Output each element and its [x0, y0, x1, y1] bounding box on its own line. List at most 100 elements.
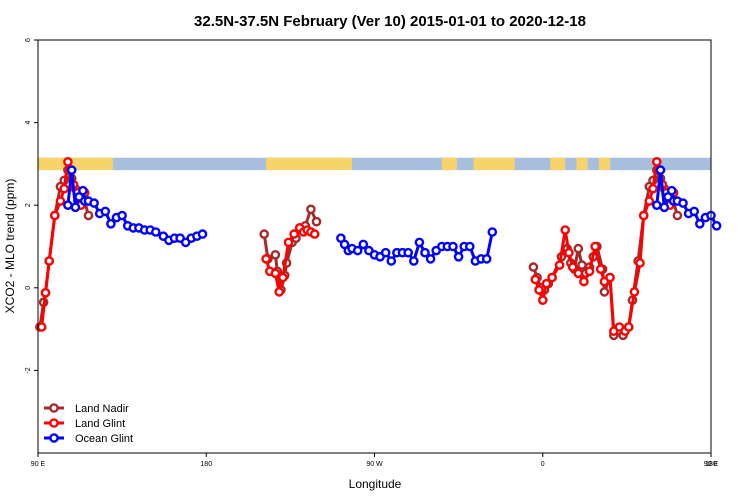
data-point [59, 183, 69, 194]
series-line-segment [264, 226, 316, 294]
land-band-segment-2 [441, 157, 457, 171]
y-tick-label: -2 [25, 367, 32, 373]
land-ocean-band [38, 157, 711, 171]
series-line-segment [531, 168, 679, 337]
y-tick-label: 4 [25, 121, 32, 125]
data-point [274, 287, 285, 297]
data-point [487, 227, 498, 237]
data-point [50, 210, 60, 221]
land-band-segment-5 [576, 157, 588, 171]
data-point [66, 165, 77, 175]
legend-label: Ocean Glint [75, 433, 133, 445]
data-point [590, 241, 600, 252]
data-point [584, 266, 595, 277]
series-ocean-glint [63, 165, 722, 266]
data-point [270, 268, 281, 279]
data-point [283, 237, 294, 248]
data-point [599, 287, 610, 297]
land-band-segment-6 [598, 157, 611, 171]
data-point [573, 268, 584, 279]
chart-title: 32.5N-37.5N February (Ver 10) 2015-01-01… [194, 13, 586, 30]
data-point [672, 210, 683, 221]
data-point [386, 256, 397, 266]
x-tick-label: 180 [705, 461, 717, 468]
data-point [420, 247, 430, 258]
x-tick-label: 90 W [366, 461, 383, 468]
data-point [560, 225, 571, 235]
data-point [635, 258, 645, 268]
ocean-band [38, 157, 711, 171]
data-point [530, 274, 541, 285]
data-point [534, 285, 544, 295]
data-point [695, 218, 705, 229]
data-point [655, 165, 666, 175]
x-tick-label: 0 [541, 461, 545, 468]
x-tick-label: 90 E [704, 461, 719, 468]
data-point [573, 243, 584, 254]
data-point [44, 256, 55, 266]
data-point [577, 260, 587, 270]
data-point [309, 229, 320, 239]
data-point [270, 249, 281, 260]
data-point [311, 216, 322, 227]
data-point [652, 156, 662, 167]
data-point [380, 247, 391, 258]
data-point [40, 287, 51, 298]
data-point [644, 196, 655, 206]
land-band-segment-0 [38, 157, 113, 171]
data-point [261, 254, 271, 264]
legend-label: Land Nadir [75, 403, 129, 415]
data-point [36, 322, 47, 332]
data-point [623, 322, 634, 332]
data-point [538, 295, 548, 306]
legend-item: Land Nadir [44, 403, 129, 415]
data-point [652, 200, 662, 210]
land-band-segment-3 [473, 157, 515, 171]
data-point [481, 254, 492, 264]
legend-marker [49, 403, 59, 413]
data-point [278, 272, 288, 283]
y-axis-label: XCO2 - MLO trend (ppm) [3, 179, 17, 314]
x-tick-label: 90 E [31, 461, 46, 468]
data-point [117, 210, 127, 221]
legend-item: Ocean Glint [44, 433, 133, 445]
data-point [414, 237, 425, 248]
land-band-segment-4 [550, 157, 566, 171]
data-point [63, 200, 73, 210]
y-tick-label: 6 [25, 38, 32, 42]
data-point [595, 264, 606, 275]
data-point [259, 229, 270, 239]
data-point [629, 287, 640, 297]
data-point [547, 272, 557, 283]
data-point [689, 206, 700, 217]
land-band-segment-1 [266, 157, 353, 171]
legend: Land Nadir Land Glint Ocean Glint [44, 403, 133, 445]
data-point [711, 220, 722, 231]
data-point [83, 210, 94, 221]
data-point [648, 183, 658, 194]
data-point [352, 245, 363, 256]
data-point [100, 206, 111, 217]
data-point [408, 256, 419, 266]
data-point [70, 202, 81, 213]
data-point [567, 262, 578, 272]
data-point [306, 204, 316, 215]
data-point [605, 272, 615, 283]
legend-marker [49, 433, 59, 443]
data-point [89, 198, 99, 208]
data-point [666, 185, 677, 196]
data-point [554, 260, 565, 270]
plot-frame [37, 39, 712, 454]
data-point [448, 241, 458, 252]
data-point [55, 196, 66, 206]
data-point [453, 251, 464, 262]
data-point [358, 239, 369, 250]
data-point [150, 227, 161, 237]
data-point [197, 229, 208, 239]
legend-item: Land Glint [44, 418, 125, 430]
data-point [541, 278, 552, 289]
data-point [78, 185, 88, 196]
data-point [106, 218, 116, 229]
